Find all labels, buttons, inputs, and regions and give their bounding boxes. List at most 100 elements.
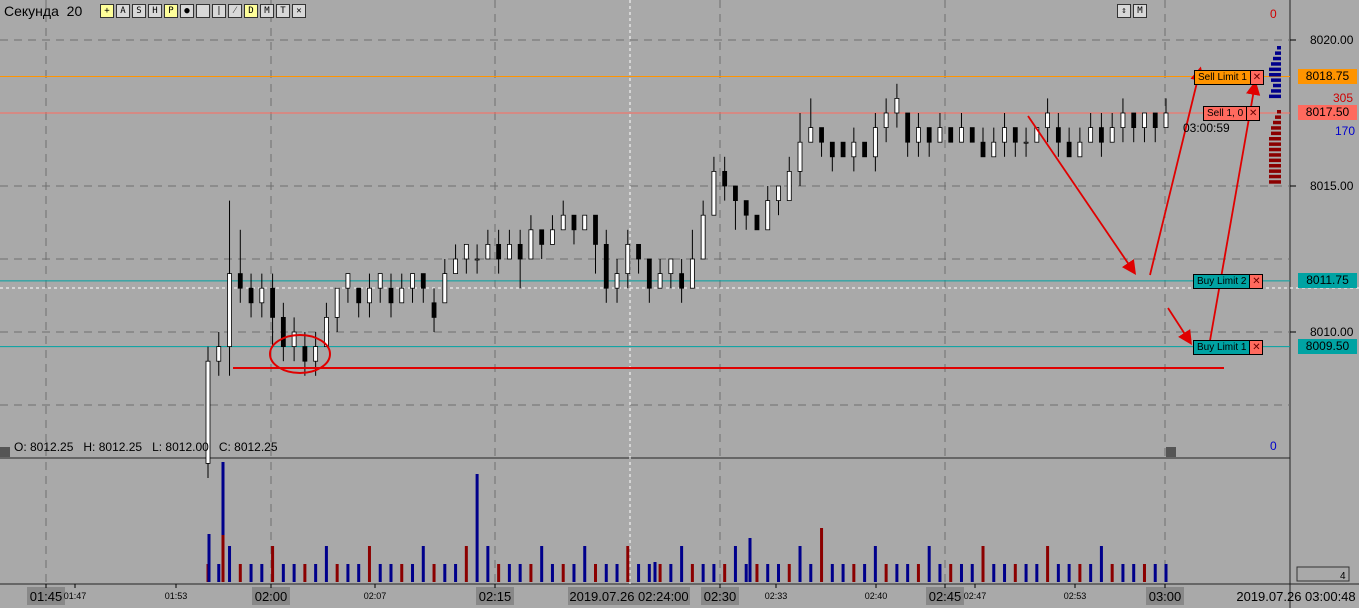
buy-limit-2-order-widget[interactable]: Buy Limit 2 ✕ [1193, 273, 1264, 289]
candle-body [646, 258, 652, 289]
candle-body [442, 273, 448, 304]
candle-body [474, 258, 480, 261]
close-icon[interactable]: ✕ [1249, 340, 1263, 354]
candle-body [797, 141, 803, 172]
close-icon[interactable]: ✕ [1249, 70, 1263, 84]
dom-ask-bar [1269, 94, 1281, 99]
volume-bar [497, 564, 501, 582]
candle-body [722, 170, 728, 187]
candle-body [916, 127, 921, 143]
m-button[interactable]: M [1133, 4, 1147, 18]
candle-body [399, 287, 405, 304]
volume-bar [841, 564, 845, 582]
circle-icon[interactable]: ● [180, 4, 194, 18]
trendline-icon[interactable]: ⁄ [228, 4, 242, 18]
sell-limit-1-order-widget[interactable]: Sell Limit 1 ✕ [1194, 69, 1264, 85]
volume-bar [1056, 564, 1060, 582]
volume-bar [637, 564, 641, 582]
volume-bar [594, 564, 598, 582]
volume-bar [443, 564, 447, 582]
buy-limit-1-price-tag: 8009.50 [1298, 338, 1357, 354]
candle-body [356, 287, 362, 304]
p-tool-icon[interactable]: P [164, 4, 178, 18]
volume-bar [723, 564, 727, 582]
dom-bid-bar [1269, 153, 1281, 157]
volume-bar [626, 546, 630, 582]
time-tick-label: 02:00 [255, 589, 288, 604]
current-time-label: 2019.07.26 03:00:48 [1236, 589, 1355, 604]
candle-body [668, 258, 674, 275]
sell-position-order-widget[interactable]: Sell 1, 0 ✕ [1203, 106, 1261, 121]
volume-scale-label: 4 [1340, 571, 1346, 582]
volume-scale-box [1296, 566, 1350, 582]
candle-body [528, 229, 534, 260]
candle-body [948, 127, 954, 143]
buy-limit-2-price-tag: 8011.75 [1298, 272, 1357, 288]
buy-limit-1-order-widget[interactable]: Buy Limit 1 ✕ [1193, 339, 1264, 355]
volume-bar [680, 546, 684, 582]
candle-body [259, 287, 265, 304]
annotation-arrow [1207, 80, 1261, 353]
bar-timer-label: 03:00:59 [1183, 121, 1230, 135]
dom-bid-bar [1269, 142, 1281, 146]
candle-body [733, 185, 738, 201]
m-tool-icon[interactable]: M [260, 4, 274, 18]
time-tick-label: 02:47 [964, 591, 987, 601]
candle-body [959, 127, 964, 143]
vline-icon[interactable]: | [212, 4, 226, 18]
rect-icon[interactable] [196, 4, 210, 18]
candle-body [765, 200, 771, 231]
candle-body [1055, 127, 1061, 143]
dom-bid-bar [1271, 131, 1281, 136]
candle-body [808, 127, 814, 143]
close-icon[interactable]: ✕ [1249, 274, 1263, 288]
crosshair-icon[interactable]: ✕ [292, 4, 306, 18]
time-label-bg [27, 587, 65, 605]
time-tick-label: 02:53 [1064, 591, 1087, 601]
t-tool-icon[interactable]: T [276, 4, 290, 18]
autoscale-icon[interactable]: ⇕ [1117, 4, 1131, 18]
dom-bid-bar [1269, 180, 1281, 184]
scroll-handle[interactable] [1166, 447, 1176, 457]
volume-bar [863, 564, 867, 582]
candle-body [377, 273, 383, 289]
volume-bar [809, 564, 813, 582]
annotation-arrow [1149, 66, 1205, 276]
volume-bar [207, 534, 211, 582]
volume-bar [221, 462, 225, 582]
candle-body [313, 346, 319, 362]
text-icon[interactable]: A [116, 4, 130, 18]
dom-ask-bar [1273, 56, 1281, 61]
close-icon[interactable]: ✕ [1246, 107, 1260, 120]
candle-body [786, 170, 792, 201]
dom-bid-bar [1271, 126, 1281, 130]
candle-body [1023, 141, 1029, 144]
candle-body [926, 127, 932, 143]
d-tool-icon[interactable]: D [244, 4, 258, 18]
candle-body [593, 214, 598, 245]
time-tick-label: 03:00 [1149, 589, 1182, 604]
candle-body [1077, 141, 1083, 158]
volume-bar [346, 564, 350, 582]
volume-bar [572, 564, 576, 582]
time-tick-label: 02:45 [929, 589, 962, 604]
volume-bar [475, 474, 479, 582]
dom-bid-bar [1273, 120, 1281, 125]
volume-bar [959, 564, 963, 582]
candle-body [851, 141, 857, 158]
volume-bar [507, 564, 511, 582]
volume-bar [583, 546, 587, 582]
add-icon[interactable]: + [100, 4, 114, 18]
volume-bar [561, 564, 565, 582]
volume-bar [260, 564, 264, 582]
volume-bar [981, 546, 985, 582]
s-tool-icon[interactable]: S [132, 4, 146, 18]
candle-body [388, 287, 394, 304]
candle-body [463, 243, 469, 260]
ask-size-label: 305 [1333, 91, 1353, 105]
volume-bar [335, 564, 339, 582]
h-line-icon[interactable]: H [148, 4, 162, 18]
pane-handle[interactable] [0, 447, 10, 457]
